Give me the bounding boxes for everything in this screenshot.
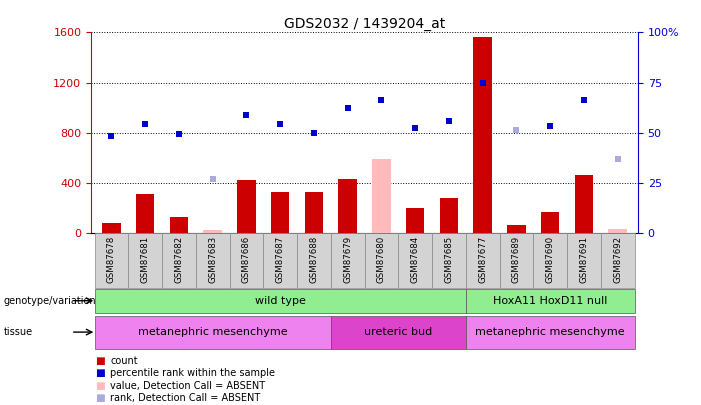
Bar	[575, 175, 593, 233]
Text: GSM87687: GSM87687	[275, 235, 285, 283]
Text: GSM87689: GSM87689	[512, 236, 521, 283]
Bar	[331, 316, 465, 348]
Bar	[95, 233, 128, 288]
Bar	[297, 233, 331, 288]
Bar	[608, 229, 627, 233]
Bar	[136, 194, 154, 233]
Bar	[507, 225, 526, 233]
Bar	[465, 289, 634, 313]
Text: count: count	[110, 356, 137, 366]
Text: GSM87682: GSM87682	[175, 235, 184, 283]
Text: ■: ■	[95, 356, 104, 366]
Bar	[229, 233, 264, 288]
Bar	[128, 233, 162, 288]
Text: GSM87690: GSM87690	[545, 236, 554, 283]
Bar	[95, 316, 331, 348]
Text: genotype/variation: genotype/variation	[4, 296, 96, 305]
Bar	[500, 233, 533, 288]
Bar	[196, 233, 229, 288]
Text: rank, Detection Call = ABSENT: rank, Detection Call = ABSENT	[110, 393, 260, 403]
Text: GSM87678: GSM87678	[107, 235, 116, 283]
Text: GSM87685: GSM87685	[444, 235, 454, 283]
Bar	[533, 233, 567, 288]
Bar	[465, 316, 634, 348]
Text: GSM87680: GSM87680	[377, 235, 386, 283]
Text: ■: ■	[95, 369, 104, 378]
Bar	[331, 233, 365, 288]
Text: percentile rank within the sample: percentile rank within the sample	[110, 369, 275, 378]
Bar	[432, 233, 465, 288]
Text: value, Detection Call = ABSENT: value, Detection Call = ABSENT	[110, 381, 265, 390]
Bar	[170, 217, 188, 233]
Text: ureteric bud: ureteric bud	[364, 327, 433, 337]
Text: GSM87679: GSM87679	[343, 236, 352, 283]
Bar	[398, 233, 432, 288]
Text: wild type: wild type	[254, 296, 306, 306]
Bar	[372, 159, 390, 233]
Text: GSM87686: GSM87686	[242, 235, 251, 283]
Bar	[264, 233, 297, 288]
Text: GSM87691: GSM87691	[580, 236, 588, 283]
Bar	[95, 289, 465, 313]
Bar	[271, 192, 290, 233]
Text: GSM87683: GSM87683	[208, 235, 217, 283]
Bar	[567, 233, 601, 288]
Text: GSM87681: GSM87681	[141, 235, 149, 283]
Text: GSM87688: GSM87688	[309, 235, 318, 283]
Bar	[440, 198, 458, 233]
Bar	[305, 192, 323, 233]
Bar	[237, 180, 256, 233]
Bar	[601, 233, 634, 288]
Text: metanephric mesenchyme: metanephric mesenchyme	[138, 327, 287, 337]
Bar	[162, 233, 196, 288]
Text: GSM87677: GSM87677	[478, 235, 487, 283]
Text: metanephric mesenchyme: metanephric mesenchyme	[475, 327, 625, 337]
Text: ■: ■	[95, 393, 104, 403]
Bar	[406, 208, 424, 233]
Text: GSM87684: GSM87684	[411, 235, 420, 283]
Text: GSM87692: GSM87692	[613, 236, 622, 283]
Text: tissue: tissue	[4, 327, 33, 337]
Bar	[339, 179, 357, 233]
Bar	[365, 233, 398, 288]
Bar	[203, 230, 222, 233]
Bar	[473, 37, 492, 233]
Bar	[465, 233, 500, 288]
Bar	[102, 223, 121, 233]
Bar	[541, 211, 559, 233]
Title: GDS2032 / 1439204_at: GDS2032 / 1439204_at	[284, 17, 445, 31]
Text: ■: ■	[95, 381, 104, 390]
Text: HoxA11 HoxD11 null: HoxA11 HoxD11 null	[493, 296, 607, 306]
